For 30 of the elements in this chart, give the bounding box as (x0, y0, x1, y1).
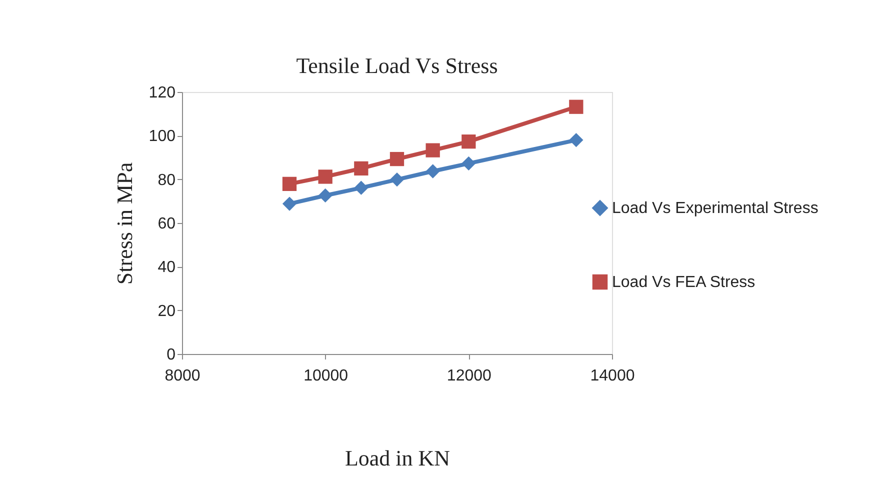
y-tick-label: 60 (158, 216, 176, 232)
y-tick-label: 120 (148, 84, 176, 102)
point (426, 143, 440, 158)
x-tick-label: 12000 (446, 368, 492, 384)
y-tick-label: 80 (158, 172, 176, 189)
point (569, 100, 584, 114)
point (318, 170, 332, 184)
point (354, 180, 368, 195)
point (390, 172, 404, 187)
point (318, 188, 332, 203)
point (282, 176, 297, 191)
chart-title: Tensile Load Vs Stress (296, 53, 498, 78)
point (462, 156, 476, 170)
point (282, 196, 297, 211)
y-tick-label: 100 (148, 128, 176, 146)
y-tick-label: 40 (158, 259, 176, 276)
y-axis-title: Stress in MPa (112, 162, 137, 285)
legend-label: Load Vs FEA Stress (612, 274, 756, 291)
x-tick-label: 14000 (590, 368, 635, 384)
x-tick-label: 8000 (164, 368, 200, 384)
y-tick-label: 20 (158, 302, 176, 320)
point (426, 164, 440, 178)
point (569, 132, 584, 148)
x-axis-title: Load in KN (344, 446, 450, 470)
point (462, 134, 476, 149)
x-tick-label: 10000 (304, 368, 348, 384)
legend-label: Load Vs Experimental Stress (612, 200, 818, 217)
point (390, 152, 404, 166)
point (354, 161, 368, 176)
y-tick-label: 0 (166, 346, 176, 364)
